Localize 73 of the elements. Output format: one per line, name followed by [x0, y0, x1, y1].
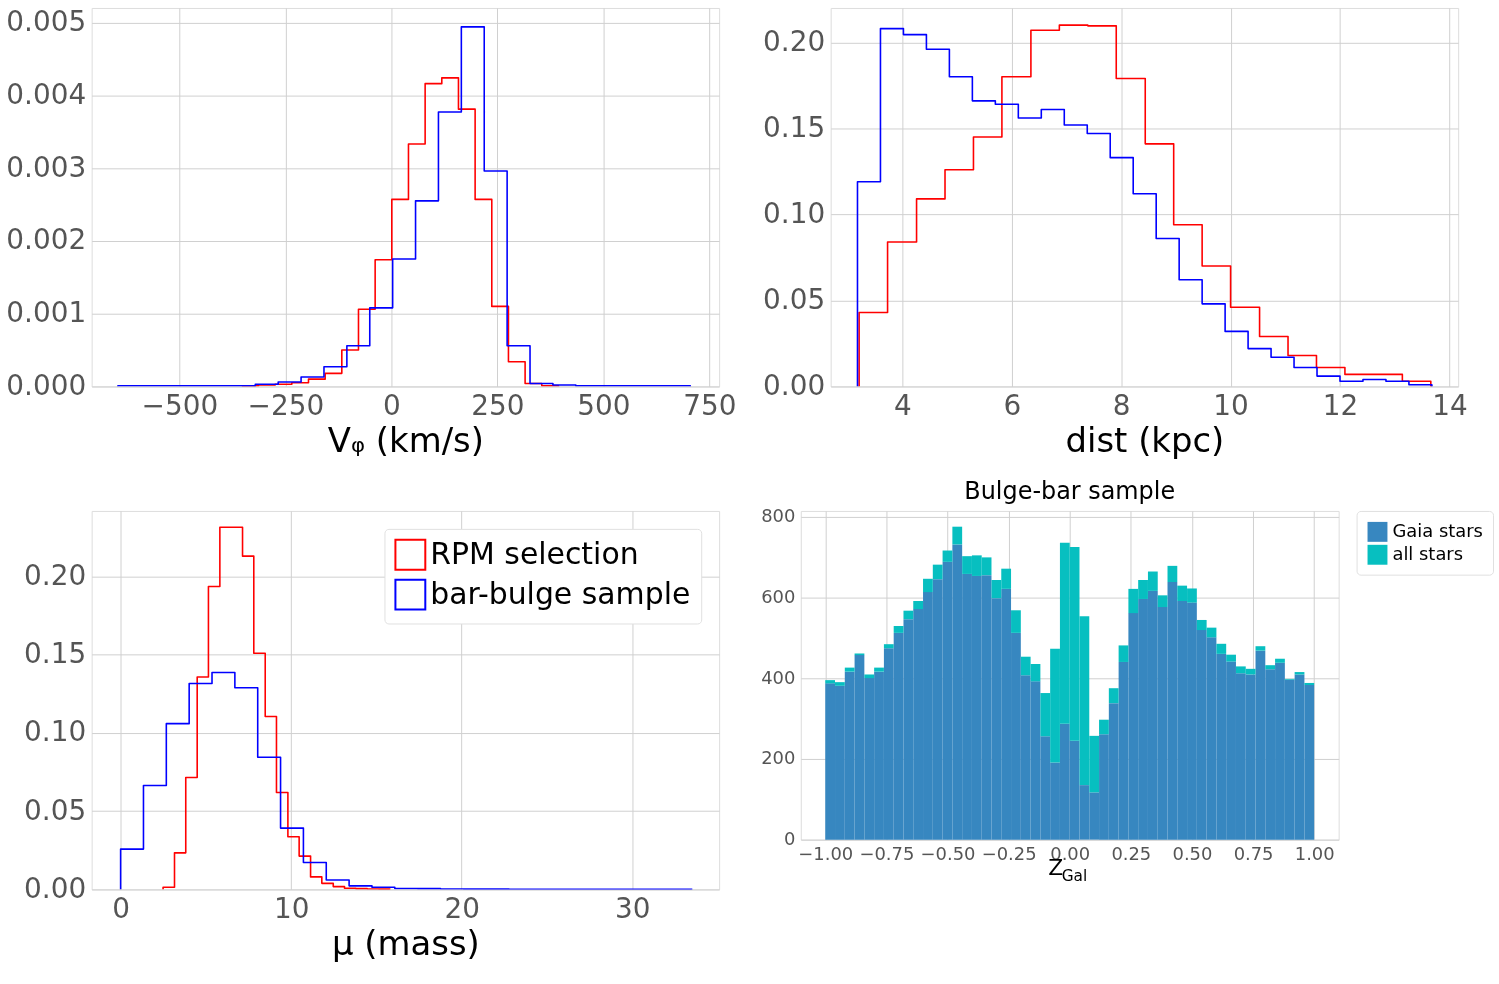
y-tick-label: 0.005	[6, 4, 87, 38]
x-tick-label: 30	[614, 891, 651, 925]
x-tick-label: −0.75	[859, 843, 915, 865]
y-tick-label: 800	[761, 505, 796, 527]
x-tick-label: 0.50	[1172, 843, 1213, 865]
x-tick-label: −1.00	[798, 843, 854, 865]
x-axis-title: dist (kpc)	[1065, 420, 1225, 460]
bar	[913, 600, 924, 610]
bar	[874, 667, 884, 672]
legend-label: RPM selection	[430, 535, 639, 571]
bar	[1265, 665, 1276, 670]
y-tick-label: 0.20	[763, 24, 826, 58]
x-tick-label: 750	[683, 388, 737, 422]
y-tick-label: 0.10	[24, 715, 87, 749]
y-tick-label: 0.10	[763, 196, 826, 230]
x-tick-label: 4	[893, 388, 912, 422]
bar	[932, 564, 943, 580]
bar	[1216, 643, 1227, 654]
y-tick-label: 400	[761, 666, 796, 688]
bar	[952, 526, 963, 545]
bar	[1255, 646, 1266, 651]
x-tick-label: −0.50	[920, 843, 976, 865]
y-tick-label: 0	[783, 828, 796, 850]
bar	[893, 626, 904, 633]
bar	[903, 610, 914, 620]
x-tick-label: 12	[1322, 388, 1359, 422]
y-tick-label: 0.000	[6, 368, 87, 402]
bar	[1099, 719, 1109, 735]
y-tick-label: 200	[761, 747, 796, 769]
y-tick-label: 0.20	[24, 559, 87, 593]
x-tick-label: 10	[1213, 388, 1249, 422]
bar	[883, 644, 894, 649]
bar	[1157, 595, 1168, 608]
x-axis-title: Vᵩ (km/s)	[327, 420, 484, 460]
bar	[1226, 654, 1236, 662]
y-tick-label: 0.002	[6, 223, 87, 257]
bar	[1304, 682, 1315, 685]
y-tick-label: 0.004	[6, 77, 87, 111]
x-tick-label: 0	[383, 388, 401, 422]
x-tick-label: −500	[141, 388, 219, 422]
y-tick-label: 600	[761, 585, 796, 607]
bar	[864, 674, 875, 679]
x-tick-label: 1.00	[1294, 843, 1335, 865]
x-tick-label: −250	[247, 388, 325, 422]
x-tick-label: 500	[577, 388, 631, 422]
y-tick-label: 0.15	[24, 637, 87, 671]
x-tick-label: −0.25	[981, 843, 1037, 865]
x-tick-label: 20	[444, 891, 480, 925]
bar	[1167, 565, 1178, 583]
y-tick-label: 0.05	[24, 793, 87, 827]
bar	[1108, 688, 1119, 704]
bar	[923, 578, 933, 593]
legend-label: Gaia stars	[1392, 519, 1483, 541]
y-tick-label: 0.003	[6, 150, 87, 184]
x-tick-label: 0.75	[1233, 843, 1274, 865]
y-tick-label: 0.05	[763, 282, 826, 316]
bar	[1011, 610, 1021, 633]
x-tick-label: 250	[471, 388, 525, 422]
x-tick-label: 0.25	[1111, 843, 1152, 865]
legend-label: all stars	[1392, 542, 1464, 564]
bar	[1118, 645, 1129, 662]
bar	[1275, 658, 1285, 663]
x-tick-label: 10	[273, 891, 310, 925]
bar	[844, 667, 855, 672]
x-axis-title: μ (mass)	[332, 923, 480, 963]
x-tick-label: 6	[1003, 388, 1022, 422]
legend-label: bar-bulge sample	[430, 575, 691, 611]
x-tick-label: 8	[1112, 388, 1131, 422]
y-tick-label: 0.15	[763, 110, 826, 144]
x-tick-label: 0	[112, 891, 130, 925]
chart-title: Bulge-bar sample	[964, 476, 1176, 505]
x-tick-label: 14	[1432, 388, 1468, 422]
y-tick-label: 0.001	[6, 296, 87, 330]
